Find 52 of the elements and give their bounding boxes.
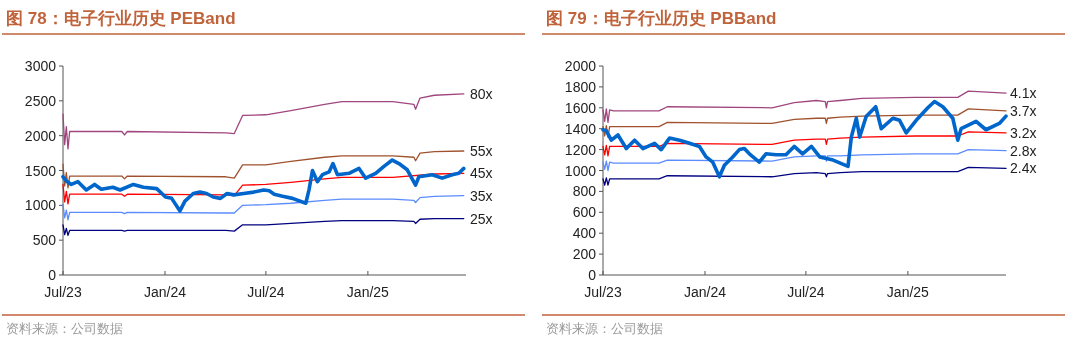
y-tick-label: 1800 (564, 78, 597, 95)
chart-title: 图 79：电子行业历史 PBBand (546, 9, 777, 28)
line-series (62, 93, 465, 150)
line-series (602, 131, 1007, 157)
series-label: 3.7x (1010, 102, 1037, 119)
y-tick-label: 0 (48, 267, 57, 283)
y-tick-label: 2500 (24, 92, 57, 109)
y-tick-label: 600 (572, 204, 597, 221)
line-series (601, 99, 1008, 179)
chart-title: 图 78：电子行业历史 PEBand (6, 9, 236, 28)
x-tick-label: Jul/24 (247, 284, 285, 300)
series-label: 35x (470, 187, 493, 204)
y-tick-label: 1200 (564, 141, 597, 158)
text: 资料来源：公司数据 (546, 321, 663, 336)
y-tick-label: 2000 (24, 127, 57, 144)
y-tick-label: 1000 (24, 197, 57, 214)
line-series (62, 217, 465, 236)
series-label: 45x (470, 165, 493, 182)
series-label: 25x (470, 210, 493, 227)
x-tick-label: Jan/25 (886, 284, 930, 300)
y-tick-label: 2000 (564, 58, 597, 74)
line-series (61, 158, 466, 213)
x-tick-label: Jan/24 (143, 284, 187, 300)
text: 资料来源：公司数据 (6, 321, 123, 336)
y-tick-label: 0 (588, 267, 597, 283)
x-tick-label: Jul/23 (44, 284, 82, 300)
x-tick-label: Jan/25 (346, 284, 390, 300)
y-tick-label: 200 (572, 246, 597, 263)
line-series (602, 108, 1007, 138)
x-tick-label: Jul/24 (787, 284, 825, 300)
series-label: 55x (470, 142, 493, 159)
y-tick-label: 1000 (564, 162, 597, 179)
line-series (602, 90, 1007, 124)
series-label: 2.4x (1010, 160, 1037, 177)
y-tick-label: 400 (572, 225, 597, 242)
line-series (62, 150, 465, 189)
series-label: 80x (470, 85, 493, 102)
y-tick-label: 3000 (24, 58, 57, 74)
line-series (602, 148, 1007, 172)
y-tick-label: 1500 (24, 162, 57, 179)
y-tick-label: 1600 (564, 99, 597, 116)
x-tick-label: Jan/24 (683, 284, 727, 300)
line-series (602, 166, 1007, 186)
x-tick-label: Jul/23 (584, 284, 622, 300)
y-tick-label: 500 (32, 232, 57, 249)
y-tick-label: 1400 (564, 120, 597, 137)
y-tick-label: 800 (572, 183, 597, 200)
series-label: 4.1x (1010, 85, 1037, 102)
series-label: 2.8x (1010, 142, 1037, 159)
series-label: 3.2x (1010, 124, 1037, 141)
line-series (62, 172, 465, 205)
line-series (62, 194, 465, 221)
